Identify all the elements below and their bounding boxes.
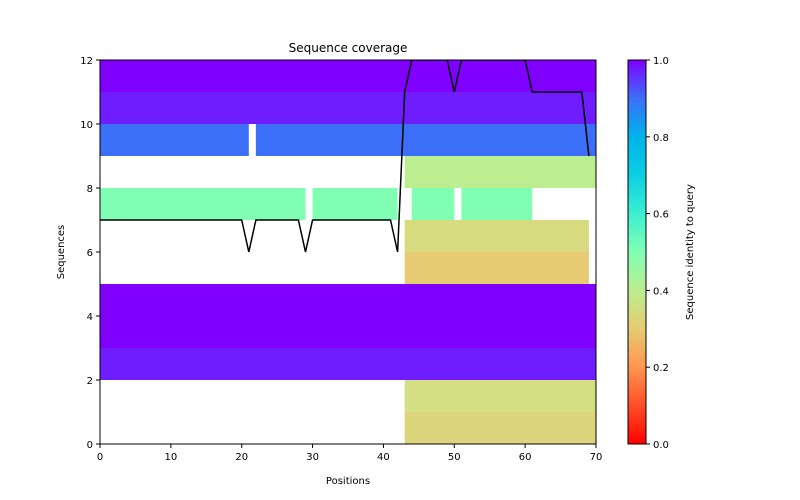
chart-title: Sequence coverage	[289, 41, 408, 55]
x-tick-label: 60	[519, 452, 532, 463]
colorbar-tick-label: 0.4	[653, 286, 669, 297]
y-tick-label: 2	[87, 376, 93, 387]
coverage-bars	[100, 60, 596, 444]
coverage-segment	[100, 284, 596, 316]
coverage-line-layer	[100, 60, 590, 253]
coverage-segment	[404, 220, 589, 252]
x-tick-label: 40	[377, 452, 390, 463]
x-tick-label: 10	[164, 452, 177, 463]
x-tick-label: 50	[448, 452, 461, 463]
coverage-segment	[404, 380, 596, 412]
y-tick-label: 0	[87, 440, 93, 451]
x-tick-label: 70	[590, 452, 603, 463]
colorbar-tick-label: 1.0	[653, 56, 669, 67]
y-tick-label: 6	[87, 248, 93, 259]
coverage-segment	[312, 188, 398, 220]
coverage-segment	[404, 252, 589, 284]
x-tick-label: 20	[235, 452, 248, 463]
y-tick-label: 8	[87, 184, 93, 195]
coverage-segment	[100, 316, 596, 348]
colorbar-axis: 0.0 0.2 0.4 0.6 0.8 1.0	[646, 56, 669, 451]
coverage-segment	[255, 124, 596, 156]
y-tick-label: 12	[80, 56, 93, 67]
coverage-segment	[100, 60, 596, 92]
coverage-segment	[100, 188, 306, 220]
x-axis-label: Positions	[326, 476, 370, 487]
colorbar-tick-label: 0.2	[653, 363, 669, 374]
coverage-segment	[411, 188, 455, 220]
coverage-segment	[100, 124, 249, 156]
coverage-segment	[100, 92, 596, 124]
colorbar-tick-label: 0.0	[653, 440, 669, 451]
x-axis: 0 10 20 30 40 50 60 70	[97, 444, 603, 463]
y-axis: 0 2 4 6 8 10 12	[80, 56, 100, 451]
colorbar	[627, 59, 647, 445]
colorbar-tick-label: 0.6	[653, 210, 669, 221]
coverage-count-line	[100, 60, 590, 253]
y-tick-label: 10	[80, 120, 93, 131]
colorbar-tick-label: 0.8	[653, 133, 669, 144]
y-axis-label: Sequences	[56, 225, 67, 280]
coverage-segment	[100, 348, 596, 380]
y-tick-label: 4	[87, 312, 93, 323]
x-tick-label: 30	[306, 452, 319, 463]
colorbar-label: Sequence identity to query	[685, 184, 696, 320]
x-tick-label: 0	[97, 452, 103, 463]
coverage-segment	[404, 156, 596, 188]
coverage-segment	[404, 412, 596, 444]
coverage-segment	[461, 188, 533, 220]
